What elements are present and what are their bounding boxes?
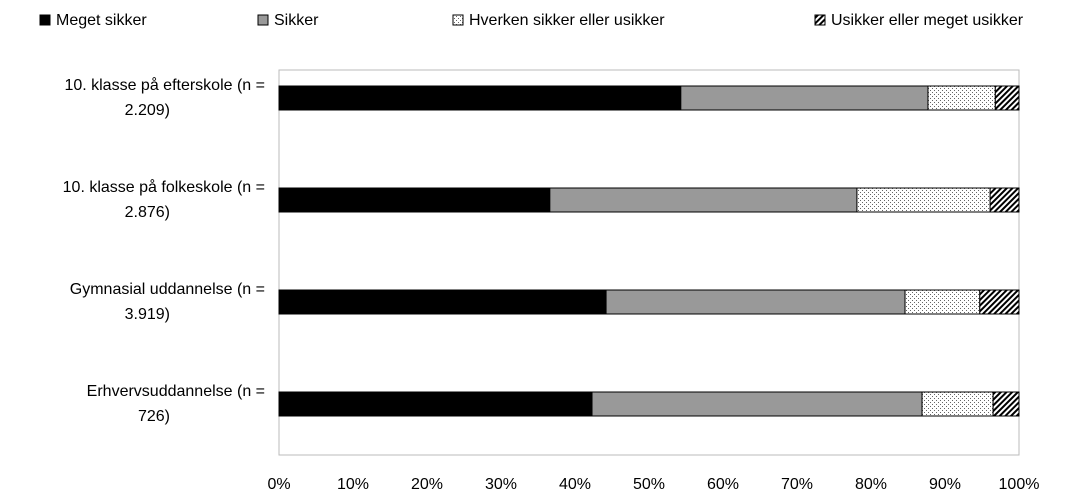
legend-label: Sikker — [274, 12, 319, 29]
x-tick-label: 100% — [999, 476, 1040, 493]
bar-segment — [680, 85, 929, 111]
legend-swatch — [257, 14, 269, 26]
bar-segment — [549, 187, 858, 213]
legend-swatch — [452, 14, 464, 26]
legend-swatch — [39, 14, 51, 26]
bar-segment — [278, 289, 607, 315]
legend-label: Usikker eller meget usikker — [831, 12, 1024, 29]
bar-segment — [278, 187, 551, 213]
plot-area — [278, 69, 1020, 456]
x-tick-label: 0% — [267, 476, 290, 493]
x-tick-label: 80% — [855, 476, 887, 493]
bar-segment — [979, 289, 1020, 315]
bar-segment — [591, 391, 923, 417]
category-label: Gymnasial uddannelse (n = — [70, 281, 265, 298]
bar-segment — [921, 391, 994, 417]
x-tick-label: 10% — [337, 476, 369, 493]
legend-swatch — [814, 14, 826, 26]
category-label: 2.876) — [125, 204, 170, 221]
legend-label: Hverken sikker eller usikker — [469, 12, 665, 29]
x-tick-label: 40% — [559, 476, 591, 493]
legend-label: Meget sikker — [56, 12, 147, 29]
x-tick-label: 20% — [411, 476, 443, 493]
category-label: 726) — [138, 408, 170, 425]
bar-segment — [992, 391, 1020, 417]
category-label: 10. klasse på folkeskole (n = — [63, 178, 265, 196]
bar-segment — [989, 187, 1020, 213]
bar-segment — [605, 289, 906, 315]
bar-segment — [856, 187, 991, 213]
x-tick-label: 60% — [707, 476, 739, 493]
bar-segment — [994, 85, 1020, 111]
bar-segment — [278, 85, 682, 111]
category-label: Erhvervsuddannelse (n = — [87, 383, 265, 400]
x-tick-label: 90% — [929, 476, 961, 493]
category-label: 10. klasse på efterskole (n = — [64, 76, 265, 94]
x-tick-label: 30% — [485, 476, 517, 493]
category-label: 2.209) — [125, 102, 170, 119]
category-label: 3.919) — [125, 306, 170, 323]
bar-segment — [927, 85, 996, 111]
bar-segment — [278, 391, 593, 417]
bar-segment — [904, 289, 981, 315]
x-tick-label: 70% — [781, 476, 813, 493]
x-tick-label: 50% — [633, 476, 665, 493]
